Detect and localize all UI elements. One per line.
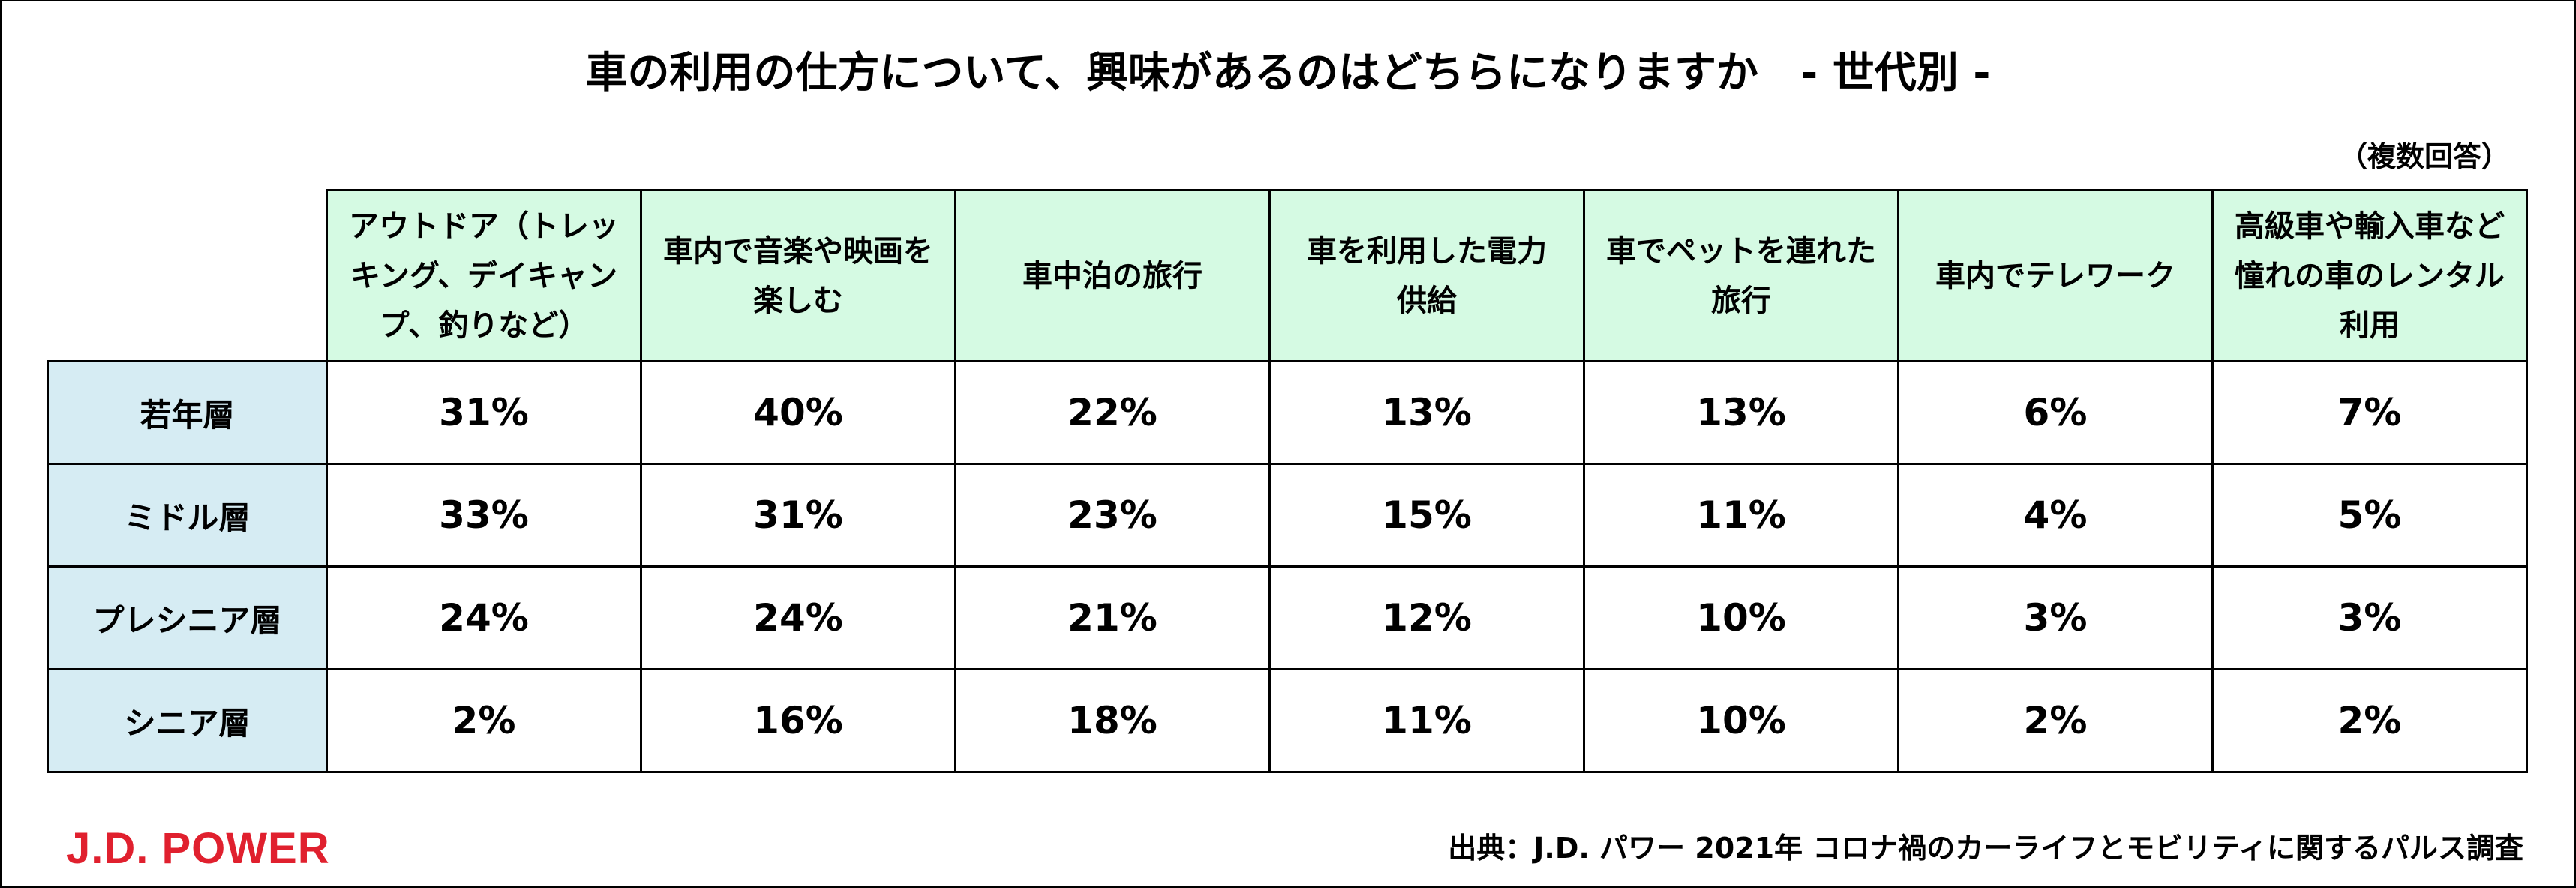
column-header-line: プ、釣りなど）	[379, 308, 589, 343]
table-cell: 2%	[1897, 668, 2214, 773]
column-header-3: 車中泊の旅行	[954, 189, 1271, 362]
table-cell: 15%	[1268, 463, 1585, 568]
header-row: アウトドア（トレッ キング、デイキャン プ、釣りなど） 車内で音楽や映画を 楽し…	[48, 189, 2528, 362]
column-header-line: 車内で音楽や映画を	[663, 233, 933, 268]
table-cell: 40%	[640, 360, 956, 465]
table-cell: 31%	[640, 463, 956, 568]
table-cell: 3%	[1897, 566, 2214, 670]
column-header-line: 車内でテレワーク	[1935, 258, 2175, 293]
column-header-line: アウトドア（トレッ	[349, 208, 619, 244]
table-cell: 16%	[640, 668, 956, 773]
column-header-4: 車を利用した電力 供給	[1268, 189, 1585, 362]
column-header-line: 憧れの車のレンタル	[2235, 258, 2505, 293]
table-cell: 2%	[2211, 668, 2528, 773]
table-cell: 21%	[954, 566, 1271, 670]
table-row: ミドル層 33% 31% 23% 15% 11% 4% 5%	[47, 463, 2528, 568]
row-header: 若年層	[47, 360, 328, 465]
table-cell: 2%	[326, 668, 642, 773]
table-cell: 10%	[1583, 566, 1899, 670]
table-cell: 6%	[1897, 360, 2214, 465]
column-header-line: 利用	[2340, 308, 2400, 343]
table-cell: 10%	[1583, 668, 1899, 773]
table-cell: 22%	[954, 360, 1271, 465]
table-cell: 18%	[954, 668, 1271, 773]
table-cell: 11%	[1268, 668, 1585, 773]
table-cell: 23%	[954, 463, 1271, 568]
column-header-line: キング、デイキャン	[350, 258, 617, 293]
column-header-line: 車を利用した電力	[1307, 233, 1547, 268]
column-header-6: 車内でテレワーク	[1897, 189, 2214, 362]
table-cell: 33%	[326, 463, 642, 568]
table-cell: 5%	[2211, 463, 2528, 568]
table-cell: 12%	[1268, 566, 1585, 670]
table-cell: 13%	[1583, 360, 1899, 465]
table-cell: 11%	[1583, 463, 1899, 568]
data-table: アウトドア（トレッ キング、デイキャン プ、釣りなど） 車内で音楽や映画を 楽し…	[47, 189, 2528, 773]
table-cell: 13%	[1268, 360, 1585, 465]
column-header-line: 供給	[1397, 283, 1457, 318]
table-cell: 24%	[640, 566, 956, 670]
chart-title: 車の利用の仕方について、興味があるのはどちらになりますか - 世代別 -	[585, 49, 1991, 98]
row-header: ミドル層	[47, 463, 328, 568]
table-cell: 3%	[2211, 566, 2528, 670]
column-header-line: 旅行	[1711, 283, 1771, 318]
column-header-5: 車でペットを連れた 旅行	[1583, 189, 1899, 362]
jd-power-logo: J.D. POWER	[66, 824, 330, 873]
table-row: プレシニア層 24% 24% 21% 12% 10% 3% 3%	[47, 566, 2528, 670]
column-header-2: 車内で音楽や映画を 楽しむ	[640, 189, 956, 362]
column-header-line: 車でペットを連れた	[1606, 233, 1876, 268]
row-header: プレシニア層	[47, 566, 328, 670]
column-header-line: 車中泊の旅行	[1022, 258, 1202, 293]
column-header-line: 高級車や輸入車など	[2235, 208, 2505, 244]
corner-cell	[48, 190, 327, 362]
table-cell: 7%	[2211, 360, 2528, 465]
table-cell: 31%	[326, 360, 642, 465]
column-header-line: 楽しむ	[753, 283, 843, 318]
multiple-answer-note: （複数回答）	[2338, 140, 2510, 173]
table-cell: 24%	[326, 566, 642, 670]
column-header-7: 高級車や輸入車など 憧れの車のレンタル 利用	[2211, 189, 2528, 362]
table-cell: 4%	[1897, 463, 2214, 568]
table-row: シニア層 2% 16% 18% 11% 10% 2% 2%	[47, 668, 2528, 773]
row-header: シニア層	[47, 668, 328, 773]
column-header-1: アウトドア（トレッ キング、デイキャン プ、釣りなど）	[326, 189, 642, 362]
source-note: 出典：J.D. パワー 2021年 コロナ禍のカーライフとモビリティに関するパル…	[1448, 832, 2523, 865]
table-row: 若年層 31% 40% 22% 13% 13% 6% 7%	[47, 360, 2528, 465]
